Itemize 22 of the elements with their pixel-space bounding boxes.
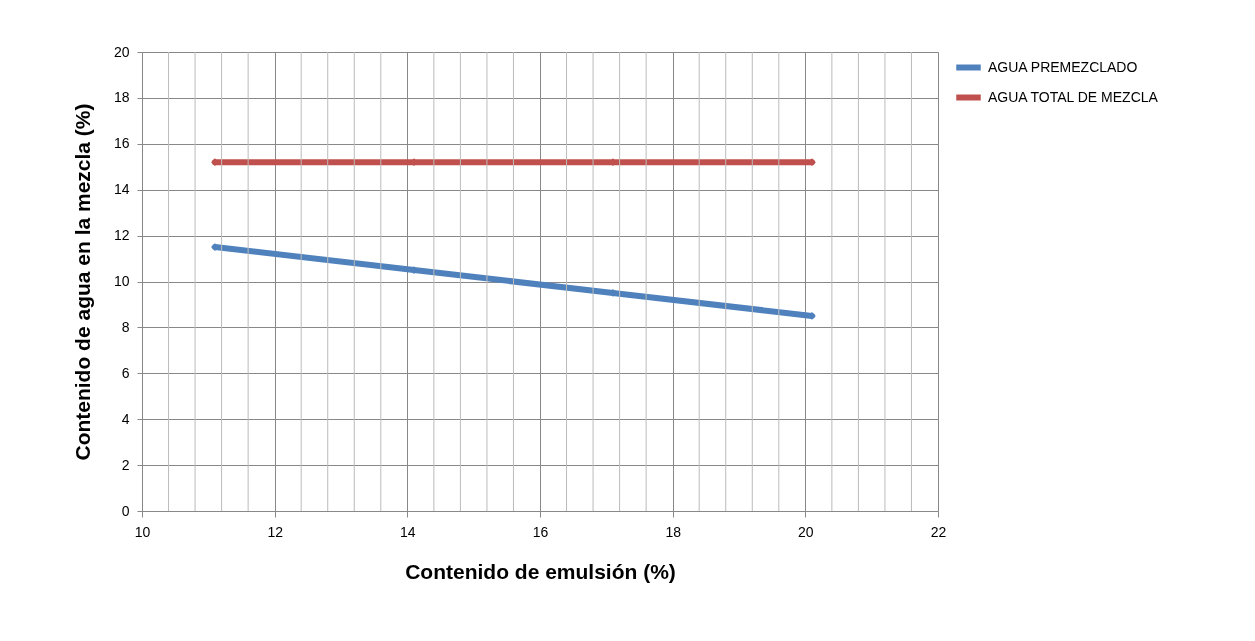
y-tick-label: 6 (121, 364, 130, 381)
y-tick-label: 8 (121, 318, 130, 335)
y-tick-label: 10 (113, 273, 130, 289)
x-tick-label: 10 (134, 523, 151, 540)
x-tick-label: 22 (930, 523, 947, 540)
y-tick-label: 12 (113, 227, 130, 244)
x-tick-label: 14 (400, 523, 416, 540)
x-tick-label: 20 (798, 523, 814, 540)
y-tick-label: 14 (113, 181, 130, 198)
legend-label: AGUA PREMEZCLADO (988, 58, 1138, 75)
y-tick-label: 16 (113, 135, 130, 152)
y-tick-label: 2 (121, 456, 130, 473)
y-axis-title: Contenido de agua en la mezcla (%) (70, 103, 94, 461)
x-tick-label: 12 (267, 523, 284, 540)
legend-label: AGUA TOTAL DE MEZCLA (988, 88, 1159, 105)
y-tick-label: 4 (121, 410, 130, 427)
x-tick-label: 16 (532, 523, 549, 540)
y-tick-label: 20 (113, 43, 130, 60)
y-tick-label: 18 (113, 89, 130, 106)
x-axis-title: Contenido de emulsión (%) (405, 559, 676, 583)
y-tick-label: 0 (121, 502, 130, 519)
x-tick-label: 18 (665, 523, 682, 540)
